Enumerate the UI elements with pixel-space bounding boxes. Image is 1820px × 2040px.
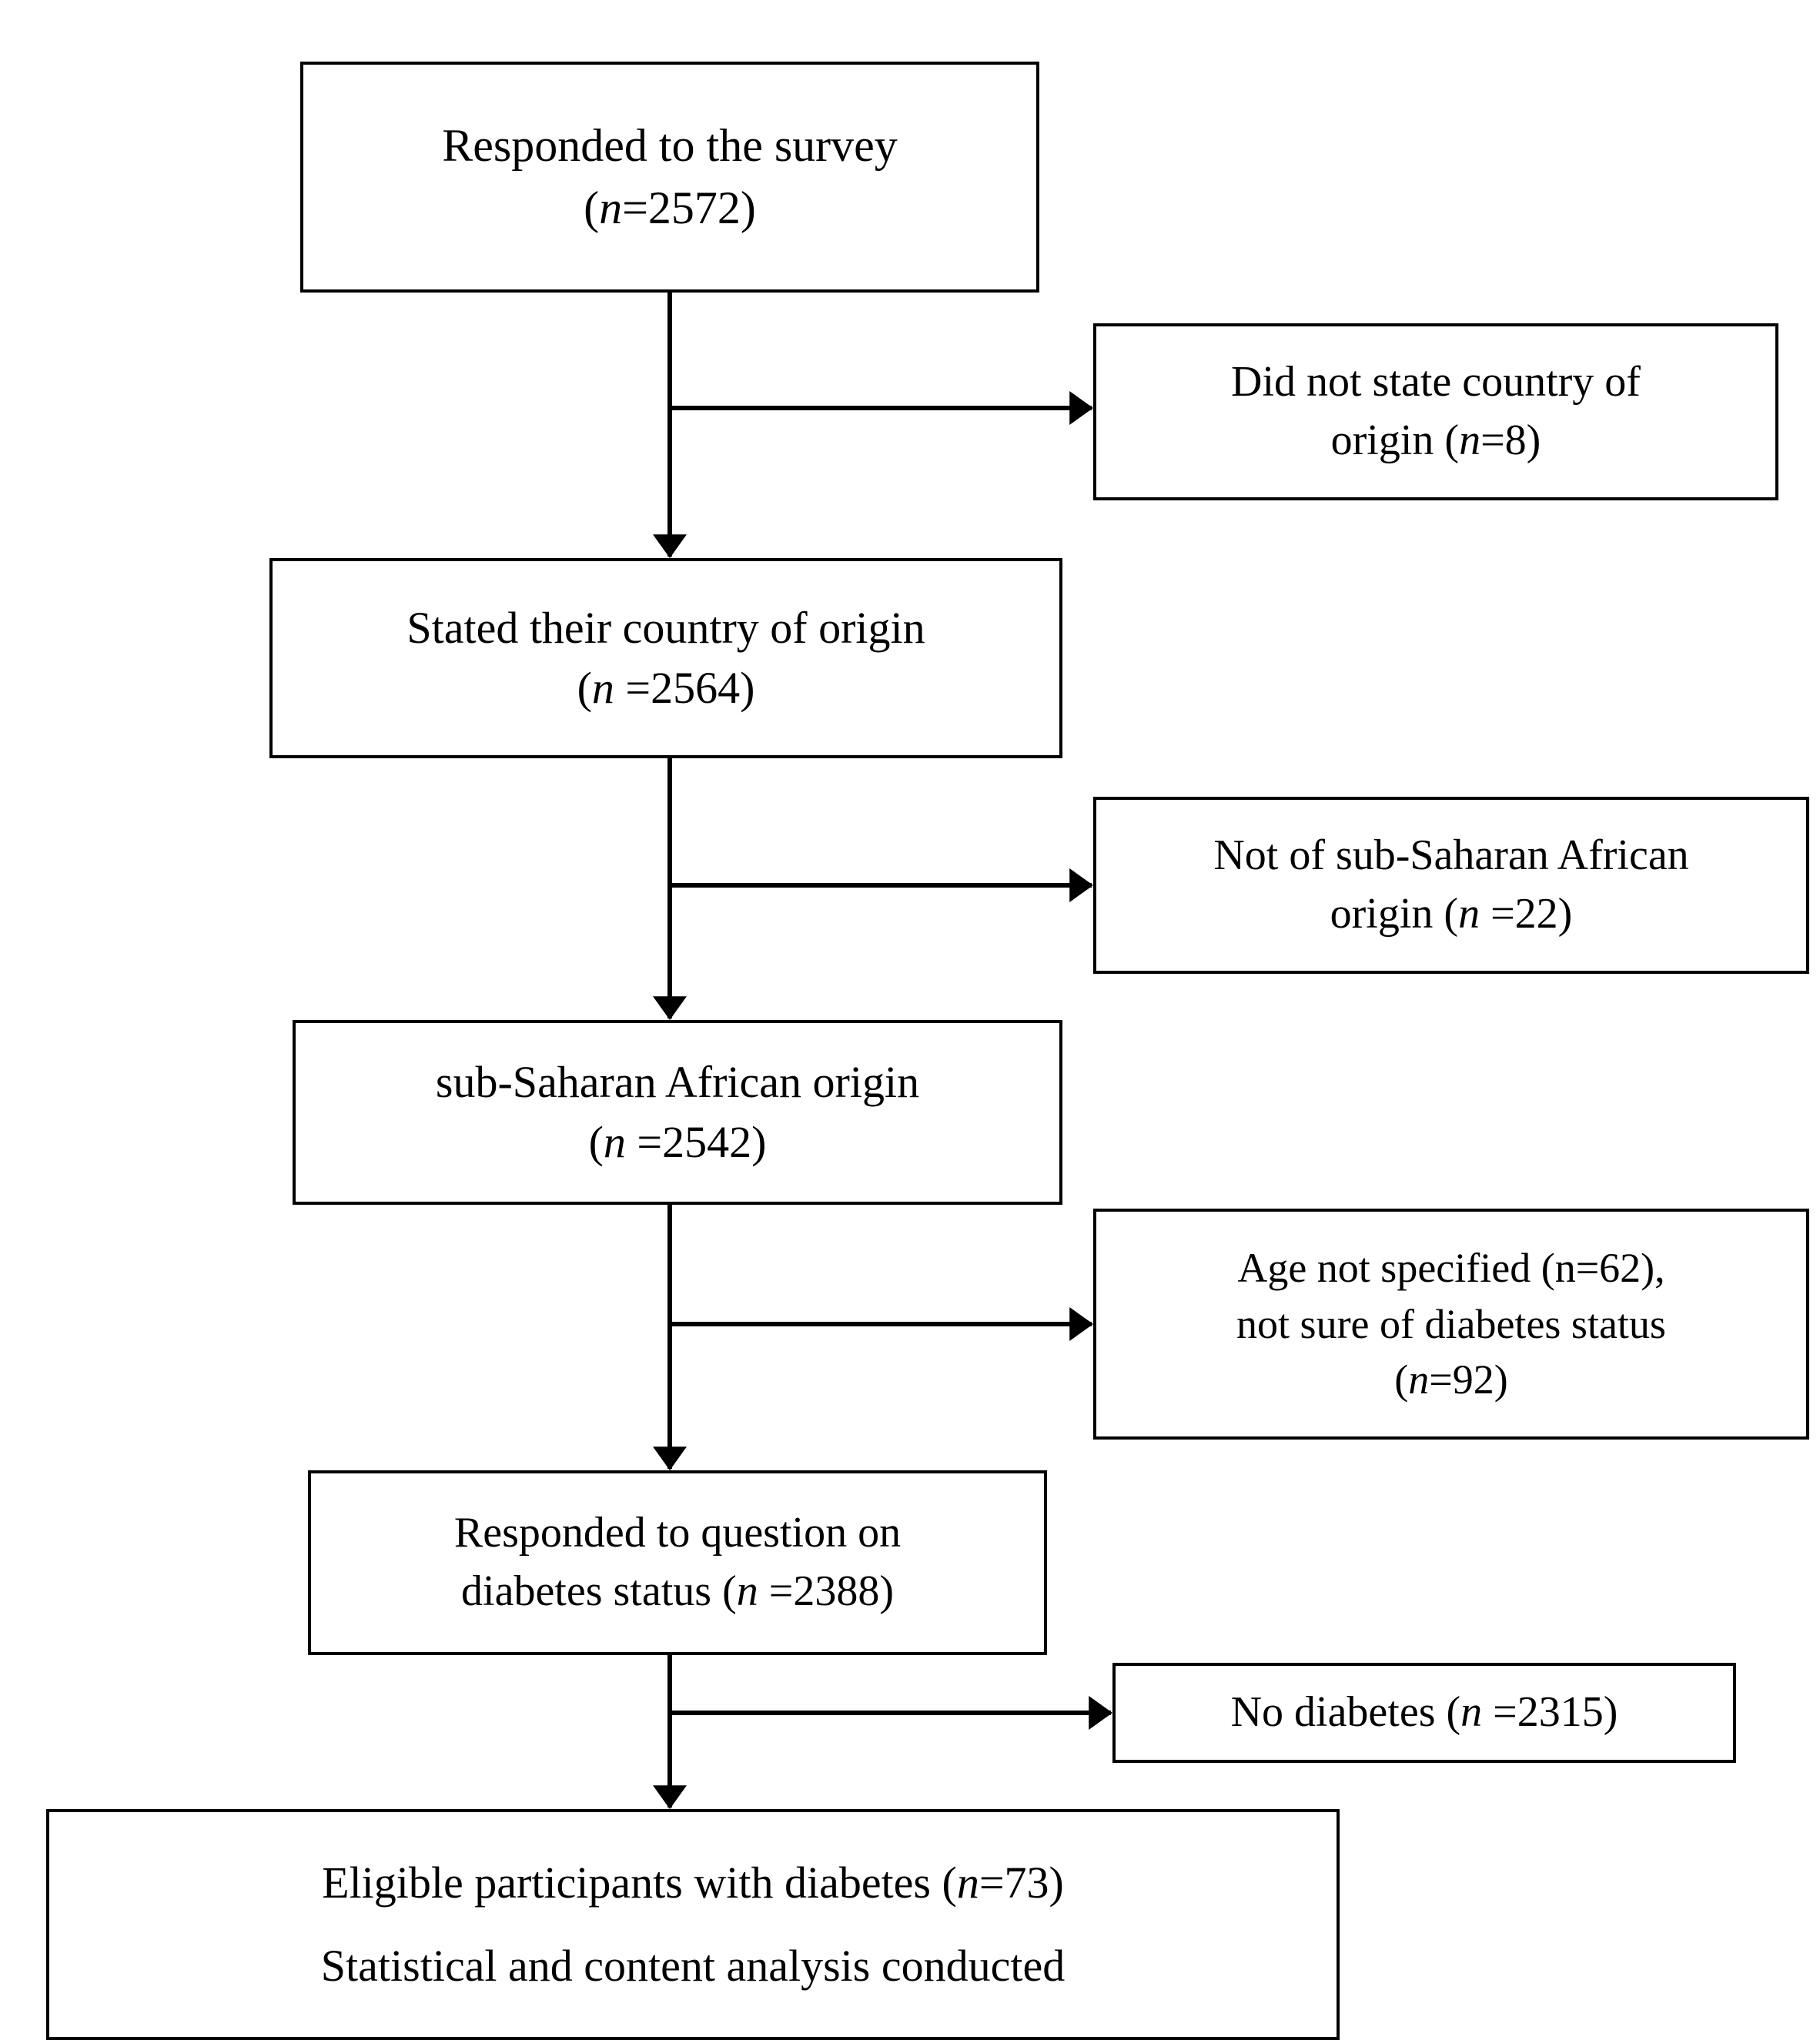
node-text-2: Statistical and content analysis conduct… — [321, 1936, 1065, 1996]
node-n: origin (n =22) — [1330, 885, 1573, 944]
node-no-diabetes: No diabetes (n =2315) — [1112, 1663, 1736, 1763]
node-n: (n =2564) — [577, 658, 755, 718]
node-age-not-specified: Age not specified (n=62), not sure of di… — [1093, 1209, 1809, 1440]
node-n: No diabetes (n =2315) — [1231, 1684, 1618, 1742]
node-text: Stated their country of origin — [406, 598, 925, 658]
node-text: sub-Saharan African origin — [436, 1052, 919, 1112]
node-text: Did not state country of — [1231, 353, 1641, 412]
node-n: (n=92) — [1394, 1352, 1507, 1408]
node-text: Responded to question on — [454, 1504, 901, 1563]
node-not-ssa: Not of sub-Saharan African origin (n =22… — [1093, 797, 1809, 974]
node-text-2: not sure of diabetes status — [1236, 1296, 1666, 1353]
flowchart-canvas: Responded to the survey (n=2572) Did not… — [0, 0, 1820, 1898]
node-responded-survey: Responded to the survey (n=2572) — [300, 62, 1039, 293]
node-n: (n=2572) — [584, 177, 756, 239]
node-eligible: Eligible participants with diabetes (n=7… — [46, 1809, 1340, 2040]
node-responded-diabetes: Responded to question on diabetes status… — [308, 1470, 1047, 1655]
node-n: diabetes status (n =2388) — [461, 1563, 894, 1621]
node-no-country: Did not state country of origin (n=8) — [1093, 323, 1778, 500]
node-stated-country: Stated their country of origin (n =2564) — [269, 558, 1062, 758]
node-n: origin (n=8) — [1331, 412, 1541, 470]
node-text: Not of sub-Saharan African — [1213, 827, 1688, 885]
node-text: Age not specified (n=62), — [1237, 1240, 1664, 1296]
node-n: Eligible participants with diabetes (n=7… — [322, 1853, 1064, 1913]
node-ssa-origin: sub-Saharan African origin (n =2542) — [293, 1020, 1062, 1205]
node-n: (n =2542) — [589, 1112, 767, 1172]
node-text: Responded to the survey — [442, 115, 898, 177]
